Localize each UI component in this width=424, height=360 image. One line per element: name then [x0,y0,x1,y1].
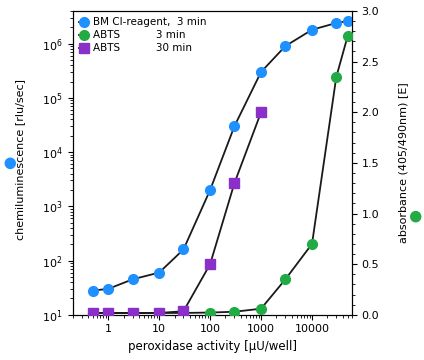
Y-axis label:   chemiluminescence [rlu/sec]: chemiluminescence [rlu/sec] [15,79,25,247]
Legend: BM Cl-reagent,  3 min, ABTS           3 min, ABTS           30 min: BM Cl-reagent, 3 min, ABTS 3 min, ABTS 3… [76,14,210,57]
Text: ●: ● [2,156,17,168]
X-axis label: peroxidase activity [μU/well]: peroxidase activity [μU/well] [128,340,297,353]
Text: ●: ● [407,210,422,222]
Y-axis label: absorbance (405/490nm) [E]: absorbance (405/490nm) [E] [399,82,409,243]
